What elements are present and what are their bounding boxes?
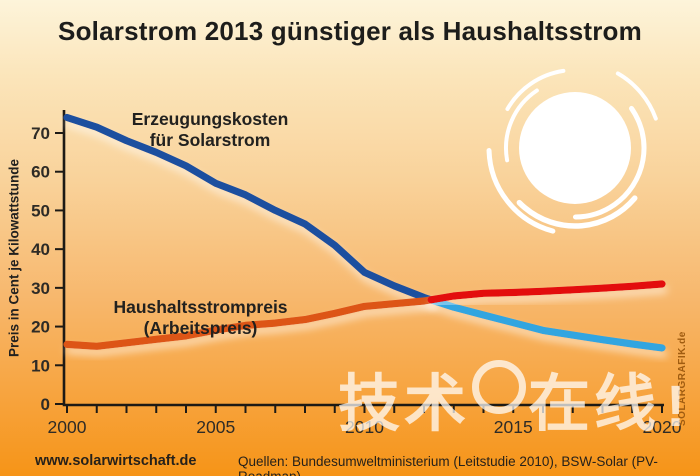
y-tick-label: 70: [31, 124, 50, 143]
sun-ray-arc: [495, 68, 655, 228]
solar-line-label: Erzeugungskosten für Solarstrom: [90, 109, 330, 151]
household-line-label: Haushaltsstrompreis (Arbeitspreis): [78, 297, 323, 339]
household-price-line-after: [427, 280, 666, 304]
page-title: Solarstrom 2013 günstiger als Haushaltss…: [58, 16, 642, 46]
x-tick-label: 2015: [494, 417, 533, 437]
sun-ray-arc: [494, 67, 656, 229]
solar-line-label-2: für Solarstrom: [149, 130, 271, 150]
chart-series: [63, 113, 666, 352]
y-tick-label: 40: [31, 240, 50, 259]
sun-swirls: [486, 59, 664, 237]
chart-axes: 0 10 20 30 40 50 60 70 2000 2005 2010 2015 2020: [31, 110, 682, 437]
solar-cost-line-before: [63, 113, 435, 304]
sun-disc: [519, 92, 631, 204]
y-tick-label: 20: [31, 318, 50, 337]
x-tick-label: 2005: [196, 417, 235, 437]
footer-website-link[interactable]: www.solarwirtschaft.de: [35, 453, 197, 469]
x-tick-label: 2000: [48, 417, 87, 437]
x-tick-label: 2010: [345, 417, 384, 437]
sun-ray-arc: [487, 60, 663, 236]
solargrafik-credit: SOLARGRAFIK.de: [677, 331, 688, 426]
y-axis-title: Preis in Cent je Kilowattstunde: [6, 158, 22, 358]
household-line-label-2: (Arbeitspreis): [143, 318, 258, 338]
x-tick-label: 2020: [643, 417, 682, 437]
sun-ray-arc: [486, 59, 664, 237]
y-tick-label: 30: [31, 279, 50, 298]
household-line-label-1: Haushaltsstrompreis: [113, 297, 288, 317]
y-tick-label: 0: [41, 395, 50, 414]
sun-ray-arc: [504, 77, 646, 219]
solar-cost-line-after: [427, 296, 666, 352]
y-tick-label: 50: [31, 201, 50, 220]
footer-sources-text: Quellen: Bundesumweltministerium (Leitst…: [238, 454, 658, 476]
y-tick-label: 10: [31, 356, 50, 375]
solar-line-label-1: Erzeugungskosten: [131, 109, 289, 129]
sun-ray-arc: [503, 76, 647, 220]
y-tick-label: 60: [31, 163, 50, 182]
sun-icon: [486, 59, 664, 237]
household-price-line-before: [63, 296, 435, 350]
